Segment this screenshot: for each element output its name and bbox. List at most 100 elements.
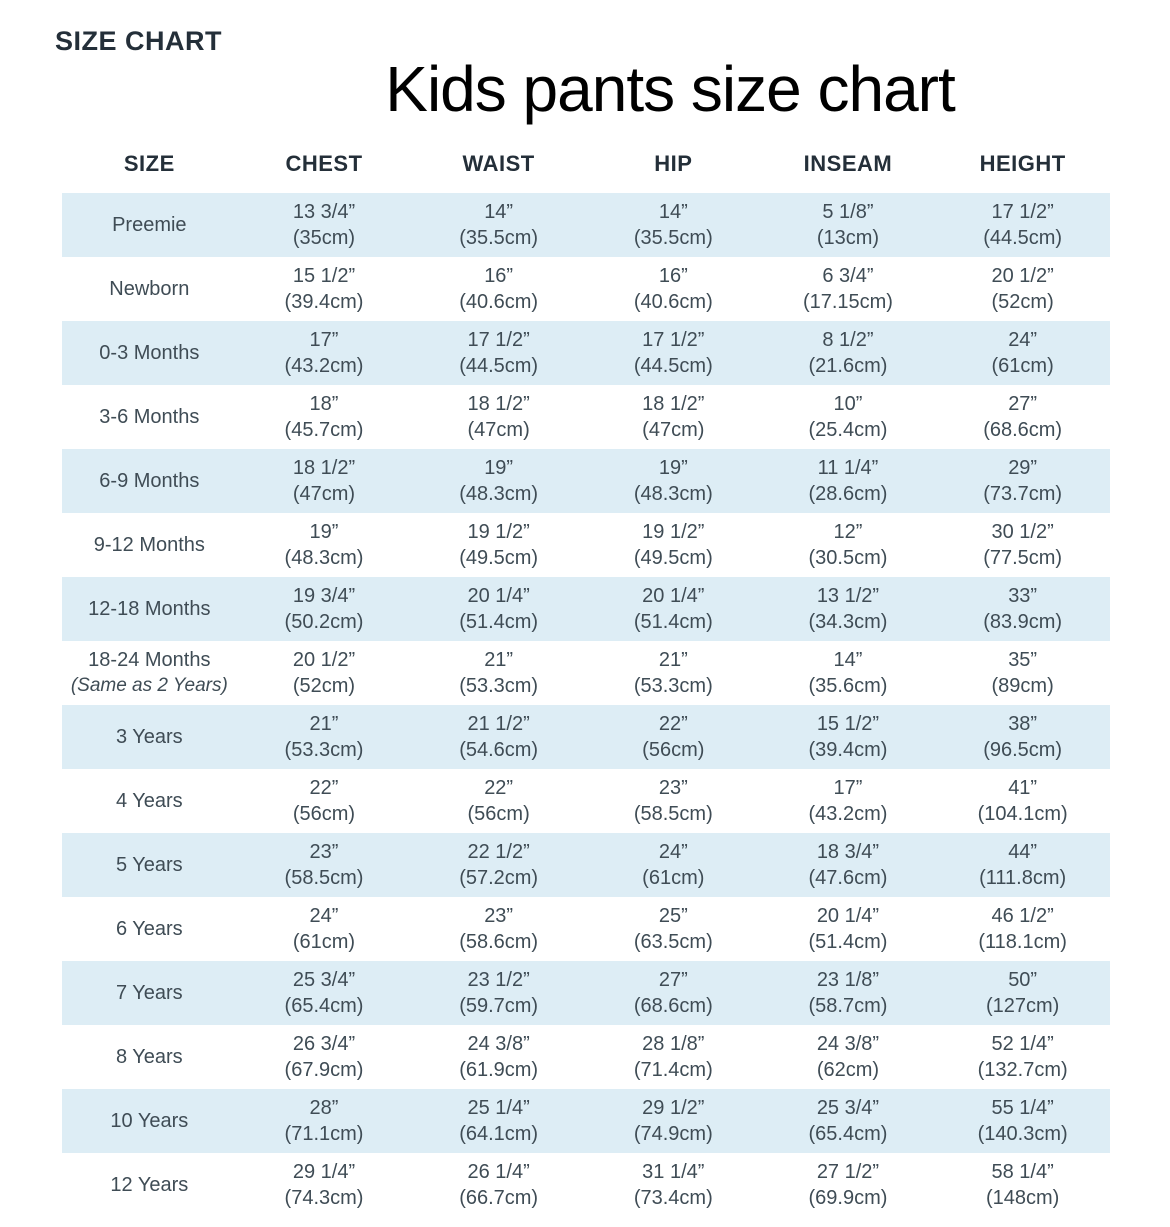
table-row: 4 Years 22” (56cm) 22” (56cm) 23” (58.5c… [62, 769, 1110, 833]
inches-value: 8 1/2” [822, 329, 874, 351]
column-header-waist: WAIST [462, 151, 535, 176]
inches-value: 20 1/4” [467, 585, 530, 607]
inches-value: 19 1/2” [467, 521, 530, 543]
inches-value: 15 1/2” [292, 265, 356, 287]
cm-value: (73.7cm) [983, 483, 1063, 505]
cm-value: (68.6cm) [983, 419, 1063, 441]
table-row: 10 Years 28” (71.1cm) 25 1/4” (64.1cm) 2… [62, 1089, 1110, 1153]
cm-value: (111.8cm) [979, 867, 1067, 889]
inches-value: 19” [658, 457, 688, 479]
table-row: 18-24 Months (Same as 2 Years) 20 1/2” (… [62, 641, 1110, 705]
table-header-row: SIZE CHEST WAIST HIP INSEAM HEIGHT [62, 139, 1110, 193]
cm-value: (132.7cm) [977, 1059, 1068, 1081]
cm-value: (21.6cm) [808, 355, 888, 377]
inches-value: 25 1/4” [467, 1097, 530, 1119]
inches-value: 21 1/2” [467, 713, 530, 735]
measurement-cell-hip: 22” (56cm) [586, 705, 761, 769]
measurement-cell-hip: 31 1/4” (73.4cm) [586, 1153, 761, 1217]
size-label: 7 Years [115, 982, 183, 1004]
measurement-cell-hip: 20 1/4” (51.4cm) [586, 577, 761, 641]
measurement-cell-height: 52 1/4” (132.7cm) [935, 1025, 1110, 1089]
cm-value: (40.6cm) [633, 291, 713, 313]
cm-value: (71.4cm) [633, 1059, 713, 1081]
inches-value: 28 1/8” [642, 1033, 705, 1055]
column-header-hip: HIP [654, 151, 693, 176]
measurement-cell-waist: 24 3/8” (61.9cm) [411, 1025, 586, 1089]
size-label: 0-3 Months [99, 342, 200, 364]
measurement-cell-hip: 28 1/8” (71.4cm) [586, 1025, 761, 1089]
cm-value: (53.3cm) [459, 675, 539, 697]
size-cell: 5 Years [62, 833, 237, 897]
size-cell: 0-3 Months [62, 321, 237, 385]
cm-value: (53.3cm) [633, 675, 713, 697]
measurement-cell-inseam: 15 1/2” (39.4cm) [761, 705, 936, 769]
cm-value: (54.6cm) [459, 739, 539, 761]
inches-value: 25 3/4” [292, 969, 356, 991]
inches-value: 35” [1008, 649, 1038, 671]
inches-value: 24” [309, 905, 339, 927]
measurement-cell-waist: 21” (53.3cm) [411, 641, 586, 705]
measurement-cell-waist: 20 1/4” (51.4cm) [411, 577, 586, 641]
table-row: 0-3 Months 17” (43.2cm) 17 1/2” (44.5cm)… [62, 321, 1110, 385]
cm-value: (48.3cm) [633, 483, 713, 505]
measurement-cell-waist: 25 1/4” (64.1cm) [411, 1089, 586, 1153]
inches-value: 27 1/2” [816, 1161, 880, 1183]
inches-value: 14” [484, 201, 514, 223]
table-row: Newborn 15 1/2” (39.4cm) 16” (40.6cm) 16… [62, 257, 1110, 321]
cm-value: (69.9cm) [808, 1187, 888, 1209]
cm-value: (30.5cm) [808, 547, 888, 569]
measurement-cell-waist: 19 1/2” (49.5cm) [411, 513, 586, 577]
measurement-cell-height: 35” (89cm) [935, 641, 1110, 705]
measurement-cell-height: 44” (111.8cm) [935, 833, 1110, 897]
inches-value: 20 1/2” [292, 649, 356, 671]
inches-value: 29 1/4” [292, 1161, 356, 1183]
size-cell: 12-18 Months [62, 577, 237, 641]
inches-value: 23 1/2” [467, 969, 530, 991]
cm-value: (67.9cm) [284, 1059, 364, 1081]
inches-value: 23” [484, 905, 514, 927]
size-cell: 4 Years [62, 769, 237, 833]
measurement-cell-waist: 21 1/2” (54.6cm) [411, 705, 586, 769]
cm-value: (148cm) [985, 1187, 1060, 1209]
measurement-cell-hip: 16” (40.6cm) [586, 257, 761, 321]
size-cell: 3-6 Months [62, 385, 237, 449]
cm-value: (83.9cm) [983, 611, 1063, 633]
cm-value: (127cm) [985, 995, 1060, 1017]
inches-value: 18 1/2” [642, 393, 705, 415]
measurement-cell-height: 50” (127cm) [935, 961, 1110, 1025]
size-label: 10 Years [110, 1110, 189, 1132]
measurement-cell-height: 41” (104.1cm) [935, 769, 1110, 833]
cm-value: (43.2cm) [808, 803, 888, 825]
measurement-cell-chest: 18” (45.7cm) [237, 385, 412, 449]
measurement-cell-inseam: 18 3/4” (47.6cm) [761, 833, 936, 897]
measurement-cell-waist: 18 1/2” (47cm) [411, 385, 586, 449]
cm-value: (47.6cm) [808, 867, 888, 889]
inches-value: 13 3/4” [292, 201, 356, 223]
inches-value: 55 1/4” [991, 1097, 1054, 1119]
table-row: 3 Years 21” (53.3cm) 21 1/2” (54.6cm) 22… [62, 705, 1110, 769]
inches-value: 29 1/2” [642, 1097, 705, 1119]
cm-value: (104.1cm) [977, 803, 1068, 825]
inches-value: 23 1/8” [816, 969, 880, 991]
measurement-cell-hip: 25” (63.5cm) [586, 897, 761, 961]
inches-value: 17 1/2” [642, 329, 705, 351]
cm-value: (61cm) [292, 931, 356, 953]
inches-value: 5 1/8” [822, 201, 874, 223]
table-row: 5 Years 23” (58.5cm) 22 1/2” (57.2cm) 24… [62, 833, 1110, 897]
cm-value: (68.6cm) [633, 995, 713, 1017]
cm-value: (61cm) [991, 355, 1054, 377]
cm-value: (49.5cm) [459, 547, 539, 569]
size-label: 12 Years [110, 1174, 189, 1196]
size-cell: 6 Years [62, 897, 237, 961]
inches-value: 11 1/4” [817, 457, 879, 479]
inches-value: 23” [309, 841, 339, 863]
table-row: 8 Years 26 3/4” (67.9cm) 24 3/8” (61.9cm… [62, 1025, 1110, 1089]
size-label: 6 Years [115, 918, 183, 940]
size-cell: 7 Years [62, 961, 237, 1025]
table-row: 6 Years 24” (61cm) 23” (58.6cm) 25” (63.… [62, 897, 1110, 961]
column-header-height: HEIGHT [979, 151, 1066, 176]
measurement-cell-height: 20 1/2” (52cm) [935, 257, 1110, 321]
measurement-cell-hip: 21” (53.3cm) [586, 641, 761, 705]
cm-value: (48.3cm) [284, 547, 364, 569]
measurement-cell-chest: 29 1/4” (74.3cm) [237, 1153, 412, 1217]
